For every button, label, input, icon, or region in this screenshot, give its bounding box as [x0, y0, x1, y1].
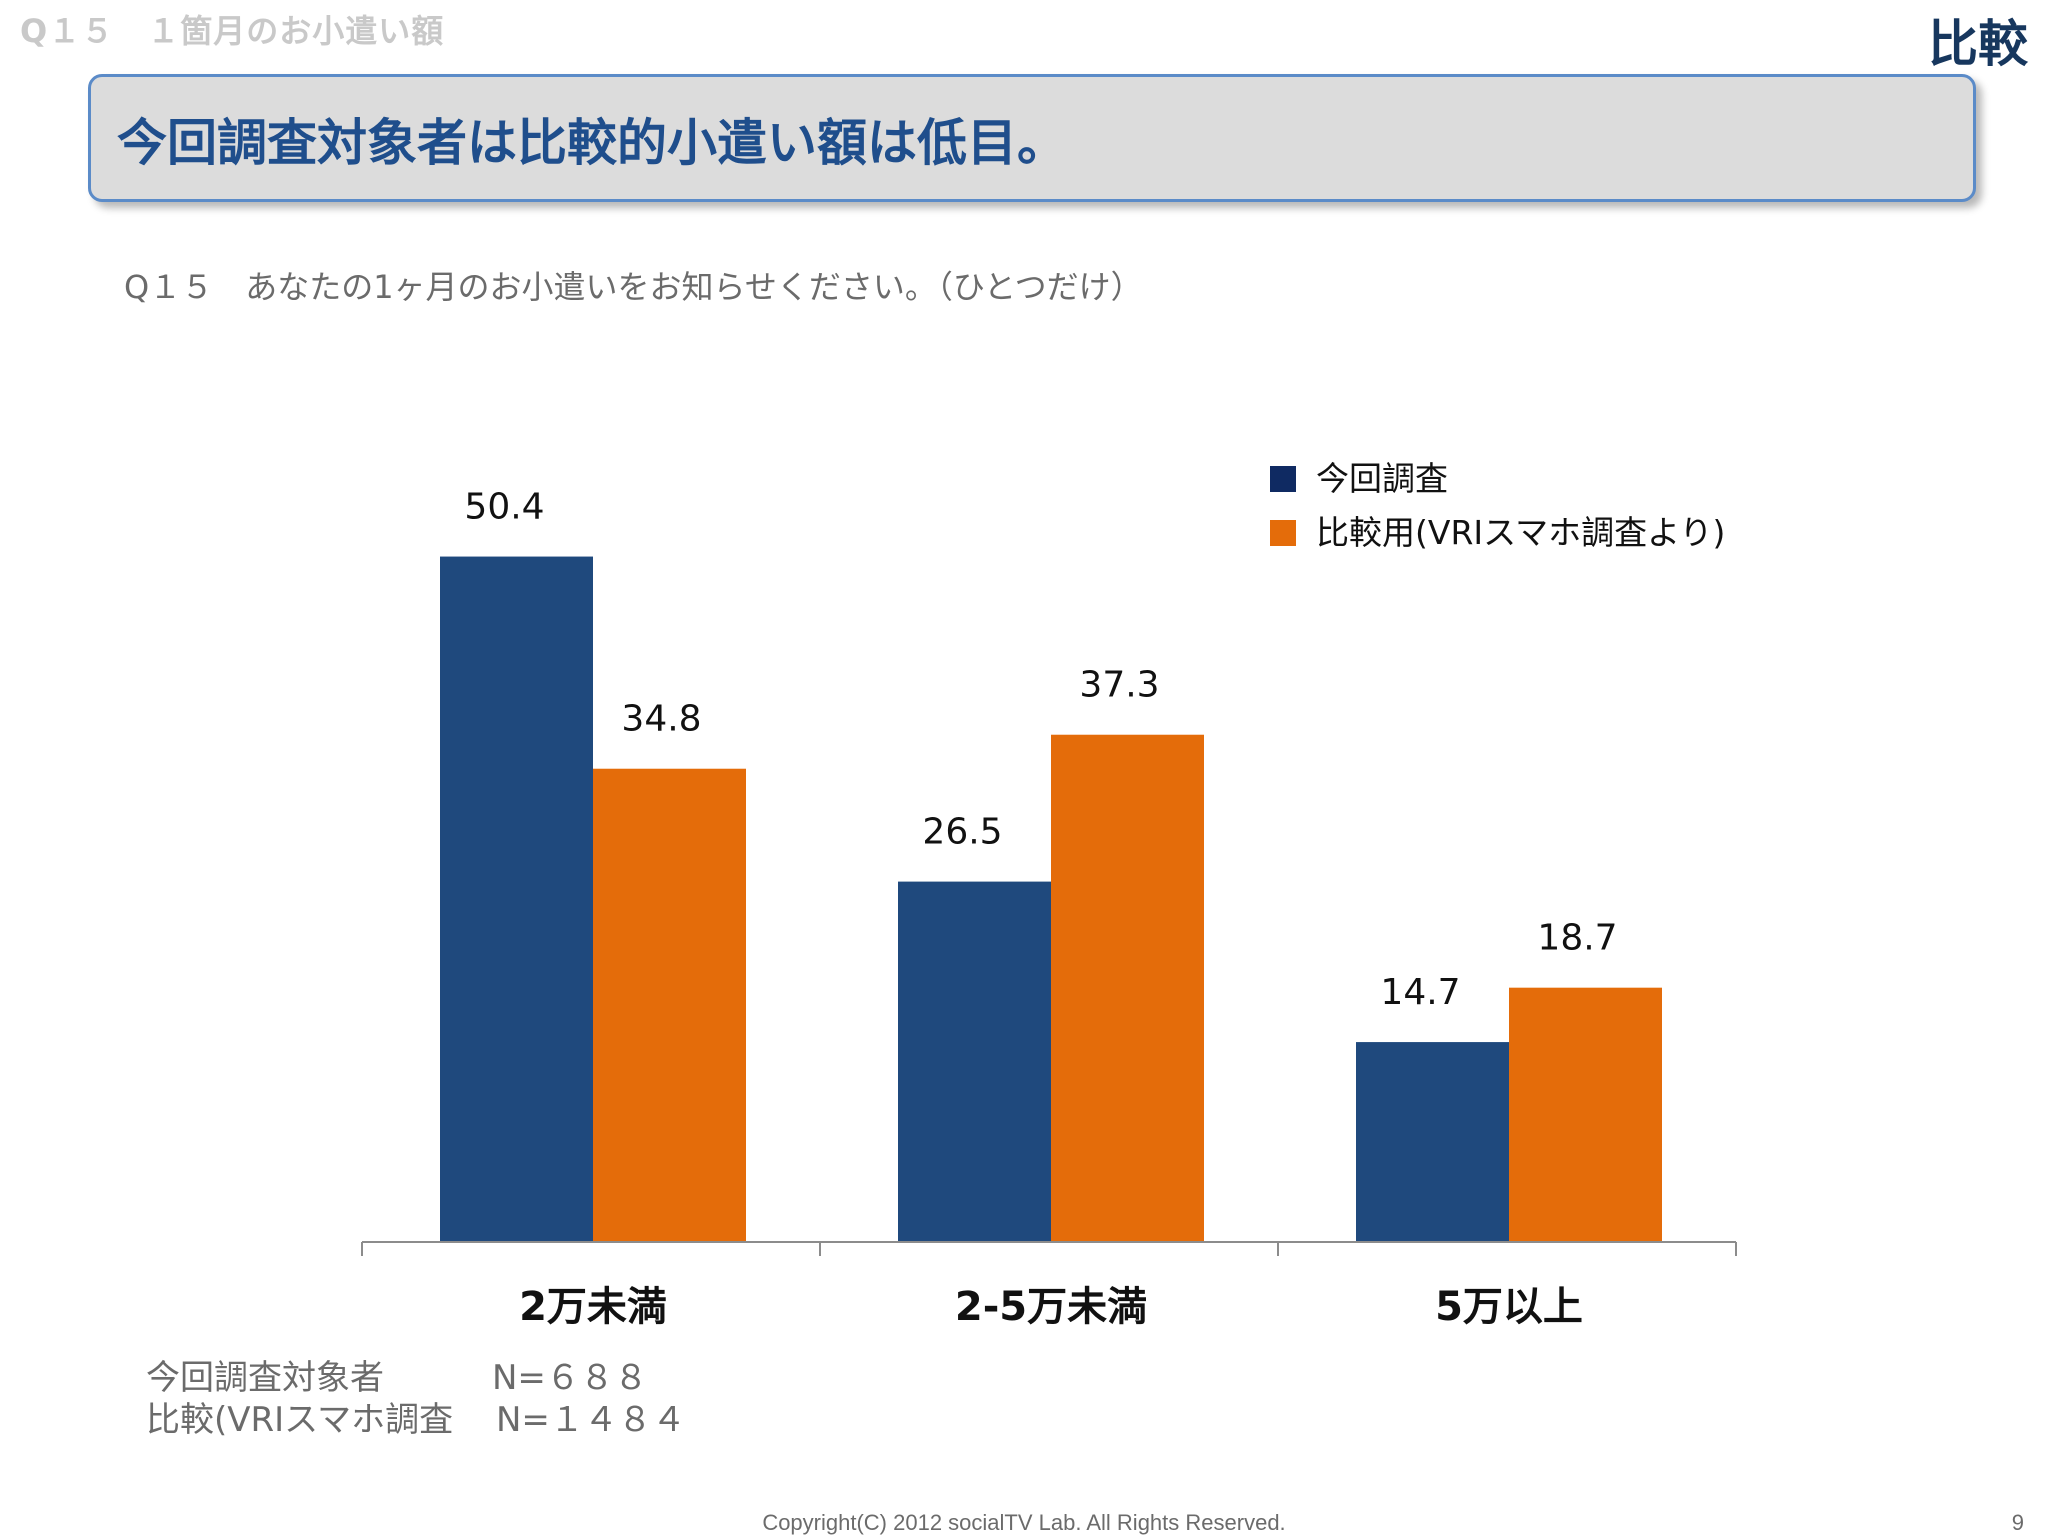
slide-tag: 比較 — [1928, 15, 2028, 73]
question-text: Q１５ あなたの1ヶ月のお小遣いをお知らせください。（ひとつだけ） — [124, 268, 1143, 306]
sample-size-row: 比較(VRIスマホ調査 N=１４８４ — [146, 1392, 686, 1441]
value-label: 34.8 — [621, 699, 701, 740]
value-label: 26.5 — [922, 812, 1002, 853]
bar-comparison-1 — [1051, 734, 1204, 1242]
copyright: Copyright(C) 2012 socialTV Lab. All Righ… — [762, 1510, 1286, 1535]
value-label: 14.7 — [1380, 972, 1460, 1013]
sample-size-value: N=１４８４ — [496, 1400, 686, 1440]
legend-label: 今回調査 — [1316, 459, 1448, 498]
legend-swatch — [1270, 520, 1296, 546]
legend-label: 比較用(VRIスマホ調査より) — [1316, 513, 1725, 552]
sample-size-label: 比較(VRIスマホ調査 — [146, 1400, 454, 1440]
category-labels-group: 2万未満 2-5万未満 5万以上 — [519, 1284, 1583, 1330]
bar-current-2 — [1356, 1042, 1509, 1242]
sample-size-row: 今回調査対象者 N=６８８ — [146, 1350, 648, 1399]
bar-current-1 — [898, 881, 1051, 1242]
category-label: 2万未満 — [519, 1284, 667, 1330]
category-label: 5万以上 — [1435, 1284, 1583, 1330]
sample-size-value: N=６８８ — [492, 1358, 648, 1398]
slide-label: Q１５ １箇月のお小遣い額 — [20, 12, 445, 50]
category-label: 2-5万未満 — [955, 1284, 1147, 1330]
x-axis — [361, 1241, 1737, 1256]
legend-swatch — [1270, 466, 1296, 492]
page-number: 9 — [2011, 1510, 2024, 1535]
value-label: 37.3 — [1079, 665, 1159, 706]
value-label: 50.4 — [464, 487, 544, 528]
bar-comparison-2 — [1509, 987, 1662, 1242]
value-labels-group: 50.4 26.5 14.7 34.8 37.3 18.7 — [464, 487, 1617, 1014]
sample-size-label: 今回調査対象者 — [146, 1358, 384, 1398]
bar-current-0 — [440, 556, 593, 1242]
headline: 今回調査対象者は比較的小遣い額は低目。 — [117, 114, 1067, 172]
headline-box: 今回調査対象者は比較的小遣い額は低目。 — [88, 74, 1976, 202]
bar-comparison-0 — [593, 768, 746, 1242]
value-label: 18.7 — [1537, 918, 1617, 959]
bars-group — [440, 556, 1662, 1242]
